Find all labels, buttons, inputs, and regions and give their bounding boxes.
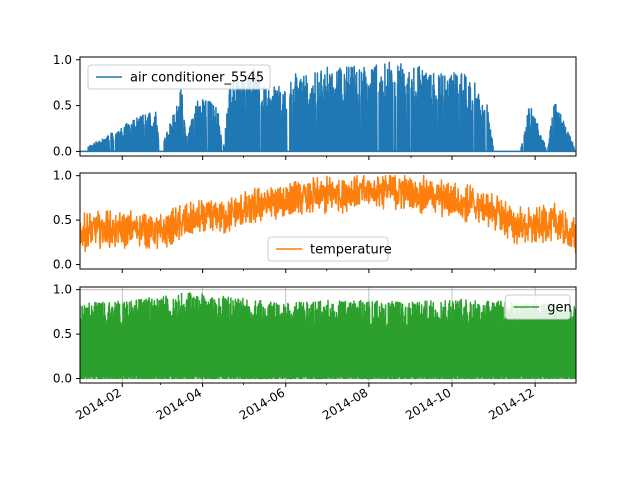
ytick-label: 0.0 — [53, 144, 72, 158]
xtick-label: 2014-04 — [154, 385, 204, 422]
axes-frame — [79, 172, 577, 270]
ytick-label: 0.0 — [53, 258, 72, 272]
legend-label: temperature — [310, 243, 392, 258]
legend-box — [267, 236, 389, 262]
ytick-label: 1.0 — [53, 53, 72, 67]
legend: gen — [504, 294, 572, 320]
legend: temperature — [267, 236, 392, 262]
subplot-3: 0.0 0.5 1.0 2014-02 2014-04 2014-06 2014-08 201… — [53, 283, 577, 423]
ytick-label: 0.0 — [53, 372, 72, 386]
series-line-3 — [80, 292, 576, 380]
legend-label: gen — [547, 301, 572, 316]
xtick-label: 2014-02 — [73, 385, 123, 422]
subplot-2: 0.0 0.5 1.0 temperature — [53, 169, 577, 273]
legend-label: air conditioner_5545 — [130, 71, 264, 86]
xtick-label: 2014-08 — [320, 385, 370, 422]
ytick-label: 1.0 — [53, 283, 72, 297]
ytick-label: 0.5 — [53, 99, 72, 113]
axes-frame — [79, 56, 577, 157]
xtick-label: 2014-10 — [403, 385, 453, 422]
legend: air conditioner_5545 — [87, 64, 271, 90]
xtick-label: 2014-12 — [486, 385, 536, 422]
series-line-2 — [80, 174, 576, 254]
ytick-label: 1.0 — [53, 169, 72, 183]
ytick-label: 0.5 — [53, 213, 72, 227]
axes-frame — [79, 286, 577, 384]
ytick-label: 0.5 — [53, 327, 72, 341]
xtick-label: 2014-06 — [237, 385, 287, 422]
series-line-1 — [80, 61, 576, 153]
subplot-1: 0.0 0.5 1.0 air conditioner_5545 — [53, 53, 577, 160]
legend-box — [87, 64, 271, 90]
